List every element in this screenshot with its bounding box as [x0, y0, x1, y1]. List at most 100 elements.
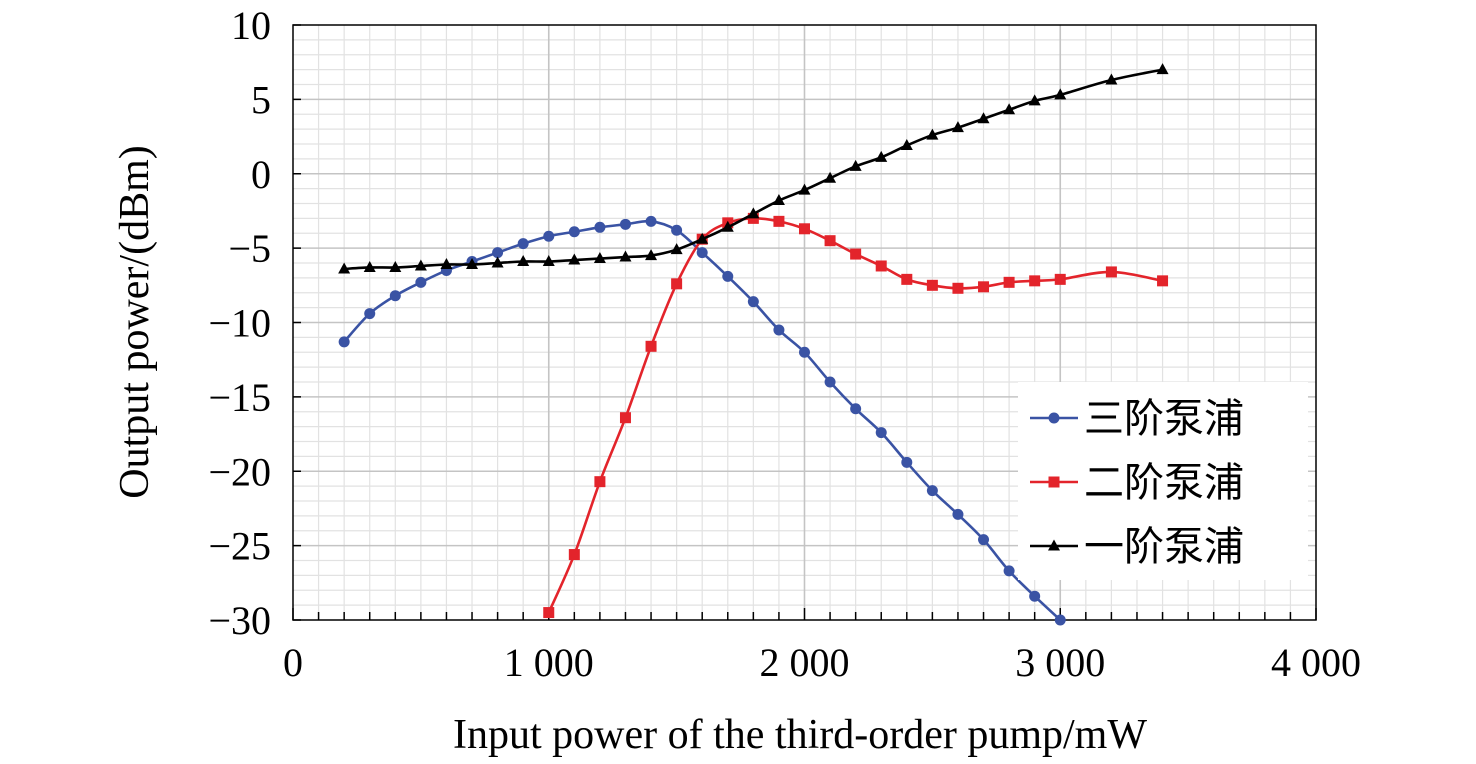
y-tick-label: −20	[208, 449, 271, 494]
data-point-circle	[671, 224, 683, 236]
data-point-square	[824, 235, 836, 247]
data-point-triangle	[491, 256, 504, 268]
data-point-circle	[722, 270, 734, 282]
data-point-triangle	[721, 220, 734, 232]
x-axis-tick-labels: 0 1 000 2 000 3 000 4 000	[283, 640, 1361, 685]
data-point-triangle	[1028, 94, 1041, 106]
data-point-circle	[568, 226, 580, 238]
data-point-triangle	[670, 243, 683, 255]
data-point-circle	[952, 508, 964, 520]
data-point-circle	[926, 485, 938, 497]
x-tick-label: 1 000	[504, 640, 594, 685]
data-point-circle	[696, 247, 708, 259]
data-point-triangle	[849, 159, 862, 171]
data-point-triangle	[593, 252, 606, 264]
data-point-square	[875, 260, 887, 272]
data-point-square	[594, 476, 606, 488]
data-point-triangle	[798, 183, 811, 195]
data-point-triangle	[414, 259, 427, 271]
data-point-triangle	[619, 250, 632, 262]
data-point-circle	[875, 427, 887, 439]
y-tick-label: −10	[208, 301, 271, 346]
data-point-circle	[594, 221, 606, 233]
legend-entry-label: 一阶泵浦	[1084, 524, 1244, 570]
data-point-triangle	[440, 257, 453, 269]
series-layer	[338, 63, 1169, 626]
data-point-triangle	[1003, 103, 1016, 115]
data-point-triangle	[389, 260, 402, 272]
y-tick-label: −30	[208, 598, 271, 643]
data-point-circle	[747, 296, 759, 308]
data-point-triangle	[977, 112, 990, 124]
data-point-triangle	[542, 255, 555, 267]
data-point-triangle	[568, 253, 581, 265]
x-tick-label: 2 000	[760, 640, 850, 685]
data-point-circle	[645, 215, 657, 227]
data-point-square	[645, 340, 657, 352]
data-point-circle	[389, 290, 401, 302]
data-point-square	[543, 607, 555, 619]
y-axis-label: Output power/(dBm)	[112, 145, 158, 498]
data-point-square	[1048, 476, 1060, 488]
data-point-triangle	[1048, 539, 1060, 551]
axis-ticks	[292, 24, 1317, 621]
data-point-circle	[492, 247, 504, 259]
data-point-square	[952, 282, 964, 294]
data-point-square	[850, 248, 862, 260]
data-point-triangle	[1105, 73, 1118, 85]
data-point-triangle	[517, 255, 530, 267]
data-point-triangle	[1054, 88, 1067, 100]
y-tick-label: 10	[231, 3, 271, 48]
y-axis-tick-labels: 10 5 0 −5 −10 −15 −20 −25 −30	[208, 3, 271, 643]
data-point-triangle	[926, 128, 939, 140]
y-tick-label: 5	[251, 77, 271, 122]
data-point-circle	[850, 403, 862, 415]
data-point-square	[568, 549, 580, 561]
data-point-square	[619, 412, 631, 424]
data-point-circle	[1003, 565, 1015, 577]
data-point-triangle	[747, 207, 760, 219]
data-point-triangle	[875, 150, 888, 162]
y-tick-label: −25	[208, 524, 271, 569]
data-point-square	[1003, 276, 1015, 288]
data-point-triangle	[338, 262, 351, 274]
data-point-triangle	[1156, 63, 1169, 75]
data-point-square	[1054, 273, 1066, 285]
y-tick-label: −15	[208, 375, 271, 420]
data-point-circle	[1029, 590, 1041, 602]
data-point-circle	[773, 324, 785, 336]
data-point-square	[773, 215, 785, 227]
data-point-square	[1157, 275, 1169, 287]
y-tick-label: 0	[251, 152, 271, 197]
data-point-triangle	[772, 194, 785, 206]
data-point-square	[1029, 275, 1041, 287]
data-point-square	[926, 279, 938, 291]
data-point-circle	[517, 238, 529, 250]
data-point-square	[671, 278, 683, 290]
x-axis-label: Input power of the third-order pump/mW	[453, 712, 1147, 758]
series-triangle	[338, 63, 1169, 274]
data-point-square	[978, 281, 990, 293]
x-tick-label: 4 000	[1271, 640, 1361, 685]
data-point-circle	[901, 456, 913, 468]
data-point-triangle	[363, 260, 376, 272]
major-gridlines	[293, 25, 1316, 620]
data-point-circle	[799, 346, 810, 358]
data-point-circle	[338, 336, 350, 348]
x-tick-label: 0	[283, 640, 303, 685]
legend-entry-label: 三阶泵浦	[1084, 396, 1244, 442]
data-point-square	[799, 223, 810, 235]
data-point-circle	[978, 534, 990, 546]
data-point-circle	[364, 308, 376, 320]
data-point-circle	[1054, 614, 1066, 626]
legend-entry-label: 二阶泵浦	[1084, 460, 1244, 506]
data-point-circle	[824, 376, 836, 388]
data-point-square	[901, 273, 913, 285]
data-point-circle	[619, 218, 631, 230]
data-point-circle	[415, 276, 427, 288]
data-point-triangle	[696, 232, 709, 244]
data-point-triangle	[466, 257, 479, 269]
y-tick-label: −5	[228, 226, 271, 271]
